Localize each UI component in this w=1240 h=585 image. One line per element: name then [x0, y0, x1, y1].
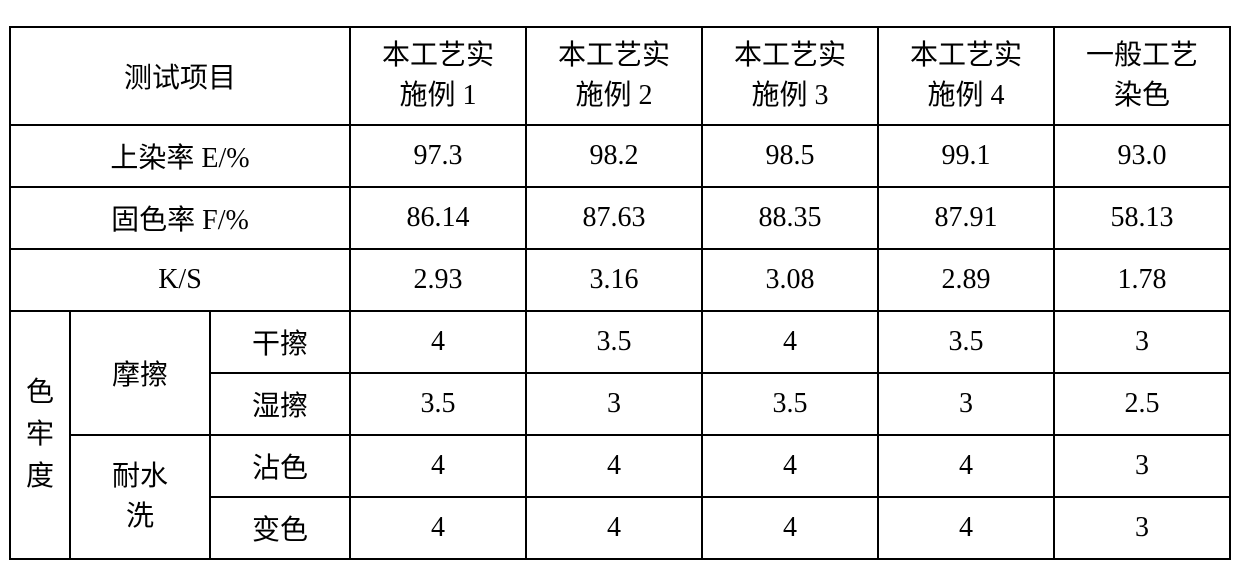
cell: 2.89 [878, 249, 1054, 311]
label-wash-l2: 洗 [126, 501, 154, 532]
label-fixation: 固色率 F/% [10, 187, 350, 249]
cell: 4 [350, 497, 526, 559]
header-col-4: 本工艺实施例 4 [878, 27, 1054, 125]
table-header-row: 测试项目 本工艺实施例 1 本工艺实施例 2 本工艺实施例 3 本工艺实施例 4… [10, 27, 1230, 125]
cell: 2.5 [1054, 373, 1230, 435]
header-col-3: 本工艺实施例 3 [702, 27, 878, 125]
cell: 93.0 [1054, 125, 1230, 187]
fastness-char-3: 度 [11, 456, 69, 498]
cell: 4 [878, 435, 1054, 497]
cell: 1.78 [1054, 249, 1230, 311]
cell: 58.13 [1054, 187, 1230, 249]
cell: 3.5 [878, 311, 1054, 373]
header-col-3-l2: 施例 3 [751, 80, 828, 111]
cell: 97.3 [350, 125, 526, 187]
header-col-4-l2: 施例 4 [927, 80, 1004, 111]
header-col-2-l2: 施例 2 [575, 80, 652, 111]
label-rubbing: 摩擦 [70, 311, 210, 435]
row-fixation: 固色率 F/% 86.14 87.63 88.35 87.91 58.13 [10, 187, 1230, 249]
cell: 3 [1054, 311, 1230, 373]
header-col-2: 本工艺实施例 2 [526, 27, 702, 125]
label-wash: 耐水 洗 [70, 435, 210, 559]
row-dye-uptake: 上染率 E/% 97.3 98.2 98.5 99.1 93.0 [10, 125, 1230, 187]
header-col-4-l1: 本工艺实 [910, 40, 1022, 71]
header-col-5: 一般工艺染色 [1054, 27, 1230, 125]
cell: 3 [1054, 497, 1230, 559]
label-dry-rub: 干擦 [210, 311, 350, 373]
cell: 3.08 [702, 249, 878, 311]
cell: 4 [526, 497, 702, 559]
cell: 3.5 [526, 311, 702, 373]
row-ks: K/S 2.93 3.16 3.08 2.89 1.78 [10, 249, 1230, 311]
cell: 3 [1054, 435, 1230, 497]
row-rub-dry: 色 牢 度 摩擦 干擦 4 3.5 4 3.5 3 [10, 311, 1230, 373]
cell: 4 [702, 435, 878, 497]
label-color-fastness: 色 牢 度 [10, 311, 70, 559]
label-wash-l1: 耐水 [112, 461, 168, 492]
cell: 86.14 [350, 187, 526, 249]
cell: 98.5 [702, 125, 878, 187]
dye-test-table: 测试项目 本工艺实施例 1 本工艺实施例 2 本工艺实施例 3 本工艺实施例 4… [9, 26, 1231, 560]
row-wash-stain: 耐水 洗 沾色 4 4 4 4 3 [10, 435, 1230, 497]
cell: 4 [878, 497, 1054, 559]
label-wet-rub: 湿擦 [210, 373, 350, 435]
cell: 98.2 [526, 125, 702, 187]
label-dye-uptake: 上染率 E/% [10, 125, 350, 187]
header-col-5-l2: 染色 [1114, 80, 1170, 111]
header-col-2-l1: 本工艺实 [558, 40, 670, 71]
header-col-3-l1: 本工艺实 [734, 40, 846, 71]
cell: 87.91 [878, 187, 1054, 249]
cell: 4 [350, 311, 526, 373]
cell: 4 [702, 311, 878, 373]
header-test-item: 测试项目 [10, 27, 350, 125]
cell: 4 [526, 435, 702, 497]
cell: 3 [878, 373, 1054, 435]
cell: 3.16 [526, 249, 702, 311]
fastness-char-2: 牢 [11, 414, 69, 456]
fastness-char-1: 色 [11, 372, 69, 414]
label-ks: K/S [10, 249, 350, 311]
cell: 3 [526, 373, 702, 435]
cell: 3.5 [350, 373, 526, 435]
header-col-1-l1: 本工艺实 [382, 40, 494, 71]
cell: 2.93 [350, 249, 526, 311]
header-col-1-l2: 施例 1 [399, 80, 476, 111]
header-col-5-l1: 一般工艺 [1086, 40, 1198, 71]
label-color-change: 变色 [210, 497, 350, 559]
header-col-1: 本工艺实施例 1 [350, 27, 526, 125]
cell: 99.1 [878, 125, 1054, 187]
cell: 87.63 [526, 187, 702, 249]
cell: 4 [702, 497, 878, 559]
cell: 4 [350, 435, 526, 497]
label-staining: 沾色 [210, 435, 350, 497]
cell: 88.35 [702, 187, 878, 249]
cell: 3.5 [702, 373, 878, 435]
